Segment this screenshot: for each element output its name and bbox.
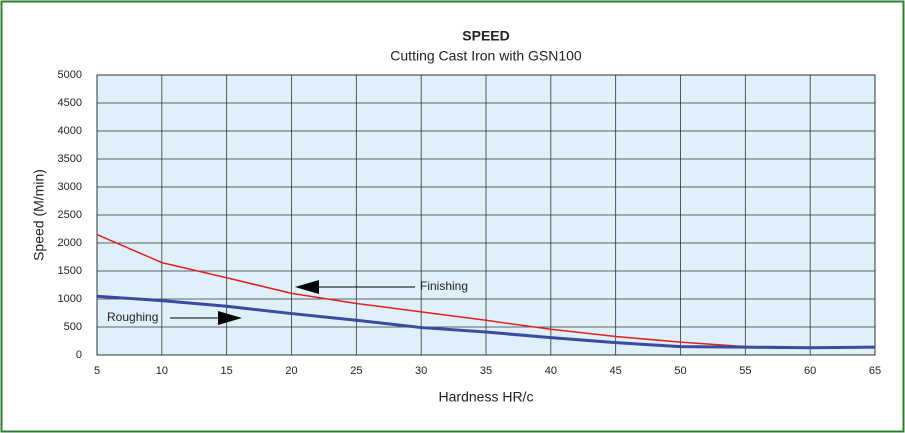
annotation: Finishing	[420, 279, 468, 293]
x-tick-label: 25	[350, 365, 362, 377]
x-tick-label: 40	[545, 365, 557, 377]
x-tick-label: 45	[610, 365, 622, 377]
y-tick-label: 3000	[58, 181, 82, 193]
y-tick-label: 4500	[58, 97, 82, 109]
x-tick-label: 35	[480, 365, 492, 377]
y-tick-label: 2000	[58, 237, 82, 249]
annotation: Roughing	[107, 310, 158, 324]
arrow-head	[218, 311, 242, 325]
x-axis-label: Hardness HR/c	[439, 389, 534, 405]
y-tick-label: 4000	[58, 125, 82, 137]
x-tick-label: 55	[739, 365, 751, 377]
chart-title: SPEED	[462, 28, 509, 44]
x-tick-label: 30	[415, 365, 427, 377]
y-tick-label: 3500	[58, 153, 82, 165]
y-tick-label: 0	[76, 349, 82, 361]
x-tick-label: 20	[285, 365, 297, 377]
x-tick-label: 15	[221, 365, 233, 377]
y-tick-label: 5000	[58, 69, 82, 81]
x-tick-label: 60	[804, 365, 816, 377]
x-tick-label: 10	[156, 365, 168, 377]
chart-subtitle: Cutting Cast Iron with GSN100	[390, 48, 582, 64]
y-tick-label: 2500	[58, 209, 82, 221]
y-axis-label: Speed (M/min)	[31, 169, 47, 261]
y-tick-label: 1500	[58, 265, 82, 277]
x-tick-label: 50	[674, 365, 686, 377]
series-line	[96, 294, 876, 350]
series-line	[96, 233, 785, 350]
arrow-head	[295, 280, 319, 294]
x-tick-label: 65	[869, 365, 881, 377]
y-tick-label: 500	[64, 321, 82, 333]
x-tick-label: 5	[94, 365, 100, 377]
y-tick-label: 1000	[58, 293, 82, 305]
